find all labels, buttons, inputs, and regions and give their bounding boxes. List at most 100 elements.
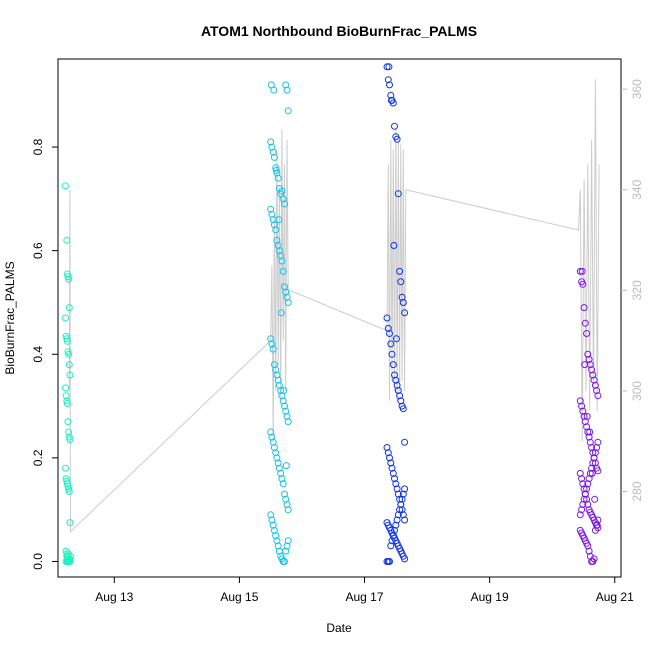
data-point-series-1	[65, 350, 73, 358]
data-point-series-3	[391, 526, 398, 534]
data-point-series-4	[586, 428, 594, 436]
y-tick-label: 0.8	[31, 138, 45, 155]
data-point-series-3	[393, 516, 401, 524]
data-point-series-2	[281, 402, 288, 410]
data-point-series-4	[593, 444, 601, 451]
data-point-series-3	[399, 405, 407, 413]
data-point-series-2	[282, 547, 290, 555]
data-point-series-2	[277, 309, 285, 317]
data-point-series-2	[279, 397, 287, 405]
data-point-series-4	[593, 387, 601, 394]
data-point-series-2	[274, 242, 282, 249]
data-point-series-4	[583, 423, 591, 431]
data-point-series-4	[588, 366, 596, 374]
data-point-series-3	[387, 340, 395, 348]
data-point-series-2	[284, 107, 292, 115]
data-point-series-3	[387, 542, 395, 550]
data-point-series-3	[398, 293, 406, 301]
data-point-series-3	[396, 506, 404, 514]
data-point-series-4	[583, 485, 591, 493]
data-point-series-4	[583, 495, 591, 503]
data-point-series-3	[391, 371, 398, 379]
data-point-series-3	[391, 475, 398, 483]
data-point-series-3	[387, 96, 395, 104]
data-point-series-2	[270, 86, 278, 94]
data-point-series-2	[278, 257, 286, 265]
data-point-series-2	[269, 521, 277, 529]
data-point-series-2	[284, 299, 292, 306]
data-point-series-4	[583, 330, 591, 337]
data-point-series-2	[273, 236, 281, 244]
data-point-series-1	[63, 480, 71, 488]
data-point-series-3	[392, 521, 400, 529]
data-point-series-2	[273, 371, 281, 379]
data-point-series-1	[64, 418, 72, 426]
data-point-series-3	[392, 480, 400, 488]
data-point-series-2	[274, 542, 282, 550]
data-point-series-1	[63, 400, 71, 407]
data-point-series-4	[580, 485, 588, 493]
data-point-series-3	[389, 469, 397, 477]
data-point-series-4	[589, 371, 597, 379]
data-point-series-4	[594, 392, 602, 400]
data-point-series-2	[279, 195, 287, 203]
y-axis: 0.0 0.2 0.4 0.6 0.8	[31, 138, 58, 570]
data-point-series-3	[397, 397, 405, 405]
x-axis-label: Date	[326, 621, 352, 635]
data-point-series-2	[278, 187, 286, 195]
data-point-series-4	[581, 361, 589, 369]
data-point-series-2	[281, 490, 288, 498]
data-point-series-1	[62, 464, 69, 472]
data-point-series-2	[268, 210, 276, 218]
data-point-series-2	[283, 293, 291, 301]
data-point-series-2	[275, 381, 283, 389]
data-point-series-4	[581, 319, 589, 327]
data-point-series-3	[393, 485, 401, 493]
data-point-series-4	[583, 412, 591, 420]
bioburn-line-layer	[68, 79, 600, 533]
data-point-series-2	[283, 542, 291, 550]
data-point-series-2	[269, 438, 277, 446]
data-point-series-1	[63, 335, 71, 343]
data-point-series-3	[387, 91, 395, 99]
data-point-series-3	[396, 267, 404, 275]
data-point-series-2	[269, 345, 277, 353]
data-point-series-2	[267, 205, 275, 213]
data-point-series-3	[391, 122, 398, 130]
x-tick-label: Aug 13	[95, 590, 133, 604]
data-point-series-2	[279, 267, 287, 275]
data-point-series-2	[272, 226, 280, 234]
data-point-series-4	[584, 480, 592, 488]
data-point-series-3	[401, 438, 409, 446]
data-point-series-4	[594, 467, 602, 475]
y-tick-label: 0.4	[31, 346, 45, 363]
data-point-series-2	[272, 164, 280, 172]
data-point-series-1	[63, 270, 71, 278]
data-point-series-2	[270, 153, 278, 161]
data-point-series-4	[585, 547, 593, 555]
data-point-series-3	[383, 444, 391, 451]
right-y-tick-label: 320	[630, 280, 644, 300]
data-point-series-3	[387, 459, 395, 467]
data-point-series-4	[578, 475, 586, 483]
data-point-series-4	[586, 438, 594, 446]
right-y-tick-label: 360	[630, 79, 644, 99]
data-point-series-4	[576, 267, 584, 275]
x-tick-label: Aug 19	[471, 590, 509, 604]
data-point-series-2	[268, 433, 276, 441]
data-point-series-2	[267, 511, 275, 519]
data-point-series-2	[272, 366, 280, 374]
chart-title: ATOM1 Northbound BioBurnFrac_PALMS	[201, 23, 477, 39]
data-point-series-2	[273, 537, 281, 545]
data-point-series-4	[591, 381, 599, 389]
data-point-series-4	[579, 280, 587, 288]
data-point-series-2	[282, 462, 290, 470]
data-point-series-3	[393, 135, 401, 143]
data-point-series-2	[281, 200, 288, 208]
data-point-series-2	[283, 412, 291, 420]
data-point-series-4	[590, 454, 598, 462]
data-point-series-2	[282, 81, 290, 89]
x-tick-label: Aug 21	[596, 590, 634, 604]
data-point-series-4	[593, 521, 601, 529]
